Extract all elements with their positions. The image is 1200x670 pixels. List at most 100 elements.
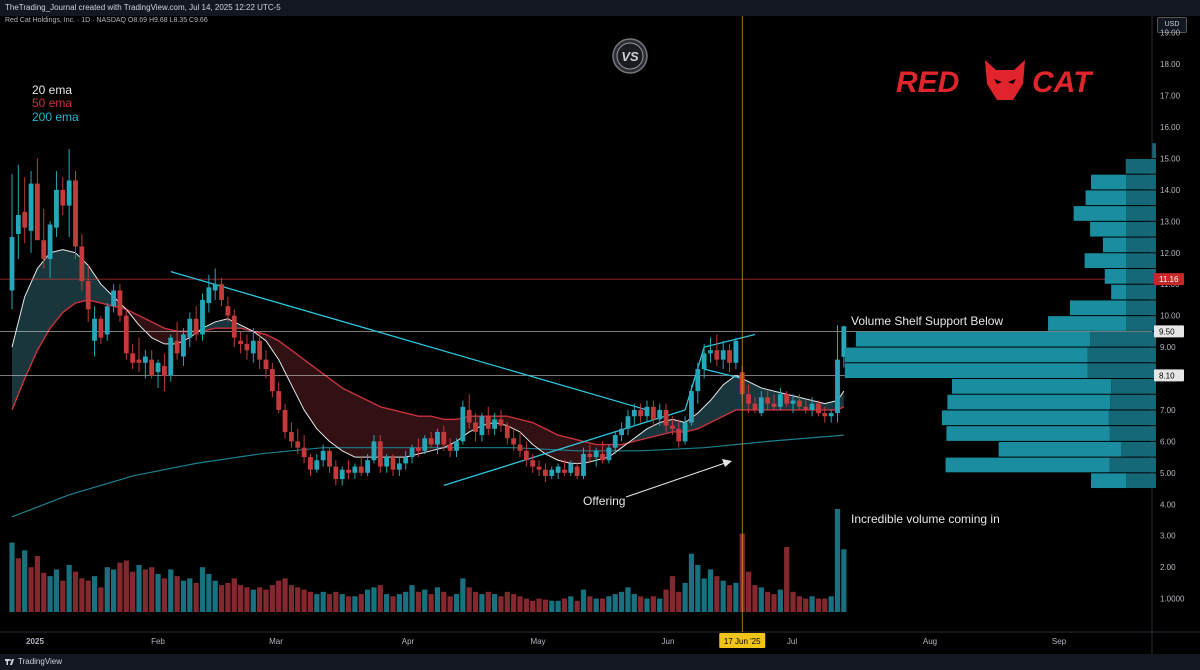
chart-svg[interactable]: 17 Jun '25 1.0000 2.00 3.00 4.00 5.00 6.00 7.0… bbox=[0, 0, 1200, 654]
volume-bar bbox=[720, 580, 726, 612]
candle-body bbox=[568, 463, 574, 473]
volume-bar bbox=[669, 576, 675, 612]
candle-body bbox=[35, 183, 40, 241]
profile-bar bbox=[844, 347, 1088, 363]
volume-bar bbox=[803, 598, 809, 612]
profile-row bbox=[998, 441, 1156, 457]
date-marker-label: 17 Jun '25 bbox=[724, 637, 761, 646]
candle-body bbox=[777, 394, 783, 407]
volume-bar bbox=[441, 591, 447, 612]
volume-bars bbox=[9, 508, 847, 612]
profile-row bbox=[855, 331, 1156, 347]
volume-bar bbox=[307, 591, 314, 612]
price-tick-label: 18.00 bbox=[1160, 60, 1181, 69]
volume-bar bbox=[415, 591, 421, 612]
volume-bar bbox=[638, 596, 644, 612]
candle-body bbox=[492, 419, 497, 429]
price-tick-label: 1.0000 bbox=[1160, 595, 1185, 604]
candle-body bbox=[79, 246, 85, 282]
candle-body bbox=[193, 318, 199, 335]
currency-button[interactable]: USD bbox=[1157, 17, 1187, 33]
volume-bar bbox=[352, 596, 358, 612]
candle-body bbox=[555, 466, 561, 473]
candle-body bbox=[473, 422, 478, 432]
volume-bar bbox=[193, 582, 199, 612]
candle-body bbox=[92, 318, 97, 341]
profile-row bbox=[1085, 190, 1156, 206]
candle-body bbox=[66, 180, 72, 206]
candle-body bbox=[504, 425, 510, 439]
candle-body bbox=[822, 413, 828, 417]
profile-bar bbox=[947, 394, 1111, 410]
date-marker-box bbox=[719, 633, 766, 648]
candle-body bbox=[396, 463, 402, 470]
candle-body bbox=[746, 394, 751, 404]
candle-body bbox=[733, 340, 739, 363]
volume-bar bbox=[85, 580, 91, 612]
trendlines bbox=[170, 271, 756, 487]
volume-bar bbox=[498, 596, 504, 612]
volume-bar bbox=[168, 569, 174, 612]
profile-bar-inner bbox=[1152, 143, 1156, 158]
candle-body bbox=[409, 447, 415, 458]
candle-body bbox=[174, 340, 180, 354]
annotation-volume-shelf: Volume Shelf Support Below bbox=[851, 314, 1003, 328]
volume-bar bbox=[22, 550, 28, 612]
ema-fill-band bbox=[256, 332, 628, 464]
time-tick-label: Apr bbox=[402, 637, 415, 646]
candle-body bbox=[619, 428, 624, 436]
candle-body bbox=[543, 469, 548, 476]
candle-body bbox=[644, 406, 650, 417]
trendline bbox=[443, 409, 686, 487]
profile-bar bbox=[946, 426, 1110, 441]
candle-body bbox=[377, 441, 383, 467]
candle-body bbox=[41, 240, 47, 260]
redcat-logo-right: CAT bbox=[1032, 66, 1094, 99]
volume-bar bbox=[15, 558, 21, 612]
profile-row bbox=[941, 410, 1156, 426]
profile-row bbox=[844, 347, 1156, 363]
candle-body bbox=[314, 460, 320, 470]
candle-body bbox=[231, 315, 237, 338]
volume-bar bbox=[536, 598, 542, 612]
volume-bar bbox=[809, 596, 815, 612]
volume-bar bbox=[676, 591, 682, 612]
candle-body bbox=[130, 353, 136, 363]
profile-bar bbox=[1069, 300, 1126, 316]
profile-row bbox=[1152, 143, 1156, 158]
volume-bar bbox=[561, 598, 568, 612]
candle-body bbox=[727, 350, 732, 363]
volume-bar bbox=[199, 567, 206, 612]
volume-bar bbox=[41, 572, 47, 612]
volume-bar bbox=[650, 596, 656, 612]
volume-bar bbox=[231, 578, 237, 612]
volume-bar bbox=[555, 600, 561, 612]
volume-bar bbox=[593, 598, 599, 612]
candle-body bbox=[47, 224, 53, 260]
volume-bar bbox=[358, 594, 364, 612]
candle-body bbox=[562, 469, 567, 473]
candle-body bbox=[390, 457, 396, 470]
volume-bar bbox=[657, 598, 663, 612]
volume-bar bbox=[377, 585, 383, 612]
candle-body bbox=[549, 469, 555, 476]
candle-body bbox=[346, 469, 351, 473]
candle-body bbox=[638, 409, 644, 417]
candle-body bbox=[301, 447, 307, 458]
volume-bar bbox=[758, 587, 764, 612]
price-tick-label: 9.00 bbox=[1160, 343, 1176, 352]
volume-bar bbox=[612, 594, 618, 612]
vs-logo-text: VS bbox=[621, 49, 639, 64]
candle-body bbox=[466, 409, 472, 423]
profile-bar-inner bbox=[1126, 158, 1156, 174]
candle-body bbox=[282, 409, 288, 432]
price-tick-label: 3.00 bbox=[1160, 532, 1176, 541]
candle-body bbox=[98, 318, 104, 338]
candle-body bbox=[454, 441, 459, 451]
candle-body bbox=[54, 189, 59, 228]
time-tick-label: May bbox=[530, 637, 545, 646]
volume-bar bbox=[466, 587, 472, 612]
profile-row bbox=[1048, 316, 1156, 331]
profile-bar bbox=[1090, 221, 1126, 237]
volume-bar bbox=[47, 576, 53, 612]
